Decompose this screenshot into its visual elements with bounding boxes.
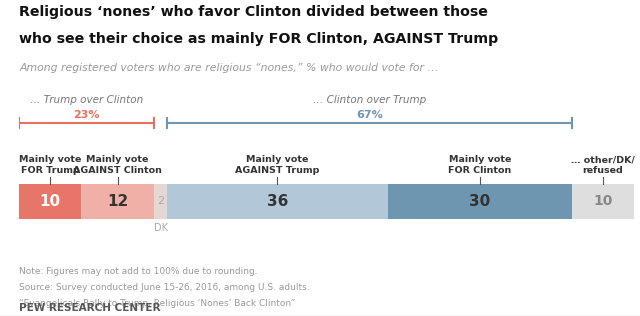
- Text: Mainly vote
AGAINST Trump: Mainly vote AGAINST Trump: [235, 155, 319, 175]
- Text: Religious ‘nones’ who favor Clinton divided between those: Religious ‘nones’ who favor Clinton divi…: [19, 5, 488, 19]
- Text: 23%: 23%: [74, 110, 100, 120]
- Text: Among registered voters who are religious “nones,” % who would vote for …: Among registered voters who are religiou…: [19, 63, 438, 73]
- Text: Mainly vote
AGAINST Clinton: Mainly vote AGAINST Clinton: [73, 155, 162, 175]
- FancyBboxPatch shape: [166, 184, 388, 219]
- Text: 36: 36: [267, 194, 288, 209]
- Text: who see their choice as mainly FOR Clinton, AGAINST Trump: who see their choice as mainly FOR Clint…: [19, 32, 499, 46]
- Text: Mainly vote
FOR Trump: Mainly vote FOR Trump: [19, 155, 81, 175]
- Text: “Evangelicals Rally to Trump, Religious ‘Nones’ Back Clinton”: “Evangelicals Rally to Trump, Religious …: [19, 299, 296, 307]
- Text: 12: 12: [107, 194, 128, 209]
- Text: Note: Figures may not add to 100% due to rounding.: Note: Figures may not add to 100% due to…: [19, 267, 258, 276]
- Text: 2: 2: [157, 197, 164, 206]
- FancyBboxPatch shape: [81, 184, 154, 219]
- Text: 10: 10: [593, 194, 612, 209]
- FancyBboxPatch shape: [572, 184, 634, 219]
- FancyBboxPatch shape: [154, 184, 166, 219]
- Text: … Clinton over Trump: … Clinton over Trump: [313, 95, 426, 105]
- Text: Mainly vote
FOR Clinton: Mainly vote FOR Clinton: [449, 155, 511, 175]
- FancyBboxPatch shape: [19, 184, 81, 219]
- Text: … other/DK/
refused: … other/DK/ refused: [571, 155, 635, 175]
- Text: DK: DK: [154, 223, 168, 233]
- Text: Source: Survey conducted June 15-26, 2016, among U.S. adults.: Source: Survey conducted June 15-26, 201…: [19, 283, 310, 292]
- FancyBboxPatch shape: [388, 184, 572, 219]
- Text: … Trump over Clinton: … Trump over Clinton: [30, 95, 143, 105]
- Text: 10: 10: [39, 194, 61, 209]
- Text: PEW RESEARCH CENTER: PEW RESEARCH CENTER: [19, 303, 161, 313]
- Text: 30: 30: [469, 194, 491, 209]
- Text: 67%: 67%: [356, 110, 383, 120]
